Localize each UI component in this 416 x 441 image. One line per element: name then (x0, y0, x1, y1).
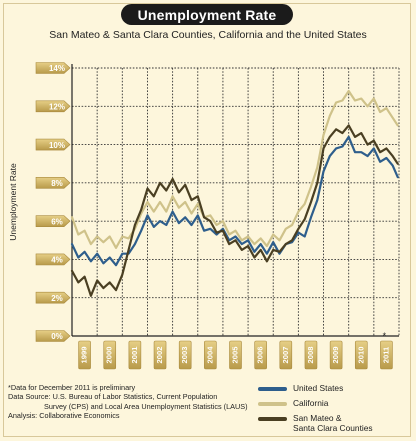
series-line-2 (70, 124, 399, 297)
x-tick-badge (229, 340, 242, 370)
y-tick-label: 8% (51, 179, 63, 188)
x-tick-badge (128, 340, 142, 370)
x-tick-label: 2002 (155, 347, 164, 364)
y-tick-badge (35, 100, 71, 113)
y-tick-label: 14% (49, 64, 65, 73)
x-tick-label: 2000 (105, 347, 114, 364)
legend-item-ca: California (258, 398, 414, 408)
x-tick: 1999 (78, 340, 91, 370)
y-tick-label: 10% (49, 141, 65, 150)
x-tick-badge (178, 340, 192, 370)
legend-item-sm: San Mateo & Santa Clara Counties (258, 413, 414, 433)
legend-swatch-sm (258, 417, 287, 421)
y-tick-badge (35, 215, 71, 227)
x-tick-label: 2010 (356, 347, 365, 364)
x-tick: 2009 (329, 340, 343, 370)
chart-title-text: Unemployment Rate (137, 6, 277, 23)
y-tick-label: 12% (49, 102, 65, 111)
chart-frame (3, 3, 411, 437)
y-tick: 12% (35, 100, 71, 113)
y-tick: 6% (35, 215, 71, 227)
y-tick-badge (35, 253, 71, 266)
legend-label-sm: San Mateo & Santa Clara Counties (293, 413, 373, 433)
x-tick-badge (204, 340, 217, 370)
x-tick: 2010 (354, 340, 368, 370)
footnotes: *Data for December 2011 is preliminary D… (8, 383, 248, 421)
y-tick-label: 0% (51, 332, 63, 341)
legend-label-us: United States (293, 383, 344, 393)
x-tick: 2008 (304, 340, 318, 370)
footnote-source: Data Source: U.S. Bureau of Labor Statis… (8, 392, 218, 402)
x-tick-label: 2001 (130, 346, 139, 364)
x-tick-badge (329, 340, 343, 370)
x-tick: 2011 (380, 340, 393, 370)
footnote-source-cont: Survey (CPS) and Local Area Unemployment… (44, 401, 248, 411)
x-tick: 2004 (204, 340, 217, 370)
y-tick-label: 6% (51, 217, 63, 226)
y-tick: 14% (35, 62, 71, 74)
x-tick-badge (78, 340, 91, 370)
y-tick: 2% (35, 291, 71, 304)
preliminary-marker: * (383, 331, 387, 341)
legend-label-sm-1: San Mateo & (293, 413, 342, 423)
x-tick-badge (380, 340, 393, 370)
chart-title: Unemployment Rate (121, 4, 293, 25)
y-tick-badge (35, 177, 71, 189)
y-tick-badge (35, 62, 71, 74)
footnote-preliminary: *Data for December 2011 is preliminary (8, 383, 136, 392)
x-tick-badge (354, 340, 368, 370)
x-tick-badge (103, 340, 117, 370)
x-tick: 2002 (153, 340, 167, 370)
x-tick-label: 1999 (80, 347, 89, 364)
chart-subtitle: San Mateo & Santa Clara Counties, Califo… (49, 29, 367, 41)
x-tick: 2006 (254, 340, 267, 370)
x-tick-label: 2008 (306, 347, 315, 364)
x-tick: 2003 (178, 340, 192, 370)
legend-label-ca: California (293, 398, 329, 408)
y-tick-label: 4% (51, 256, 63, 265)
y-tick-labels: 0% 2% 4% 6% 8% 10% 12% 14% (35, 62, 71, 342)
y-tick-badge (35, 138, 71, 151)
x-tick-label: 2007 (281, 347, 290, 364)
y-tick-label: 2% (51, 294, 63, 303)
x-tick-label: 2004 (205, 346, 214, 364)
x-tick-label: 2006 (256, 347, 265, 364)
y-tick: 8% (35, 177, 71, 189)
x-tick-label: 2011 (381, 346, 390, 363)
footnote-analysis: Analysis: Collaborative Economics (8, 411, 120, 421)
x-tick: 2001 (128, 340, 142, 370)
x-tick-label: 2005 (231, 346, 240, 364)
series-line-1 (70, 89, 399, 249)
y-tick-badge (35, 330, 71, 342)
x-tick-badge (254, 340, 267, 370)
legend-item-us: United States (258, 383, 414, 393)
y-tick: 0% (35, 330, 71, 342)
x-tick: 2007 (279, 340, 293, 370)
x-tick-labels: 1999 2000 2001 2002 2003 2004 2005 2006 2007 2008… (78, 340, 393, 370)
y-tick: 10% (35, 138, 71, 151)
x-tick: 2000 (103, 340, 117, 370)
x-tick: 2005 (229, 340, 242, 370)
y-tick: 4% (35, 253, 71, 266)
x-tick-badge (279, 340, 293, 370)
series-line-0 (70, 135, 399, 267)
x-tick-badge (304, 340, 318, 370)
x-tick-label: 2009 (331, 347, 340, 364)
legend-label-sm-2: Santa Clara Counties (293, 423, 373, 433)
legend: United States California San Mateo & San… (258, 383, 414, 438)
axes (71, 64, 399, 337)
series-lines (70, 89, 399, 297)
y-axis-label: Unemployment Rate (8, 163, 18, 241)
x-tick-badge (153, 340, 167, 370)
grid-lines (71, 67, 400, 336)
y-tick-badge (35, 291, 71, 304)
legend-swatch-us (258, 387, 287, 391)
legend-swatch-ca (258, 402, 287, 406)
x-tick-label: 2003 (180, 347, 189, 364)
